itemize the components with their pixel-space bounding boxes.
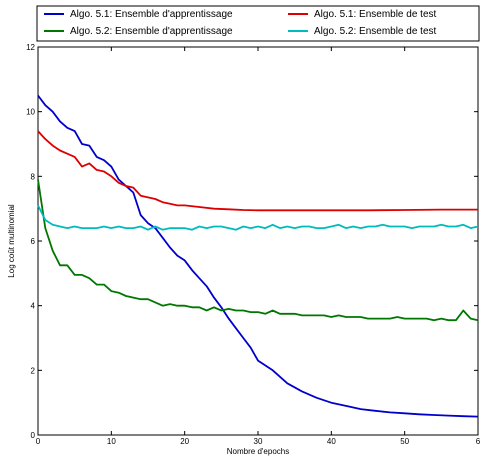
y-tick-label: 6 (31, 237, 36, 246)
series-line-1 (37, 94, 479, 418)
y-tick-label: 2 (31, 366, 36, 375)
legend-label-1: Algo. 5.1: Ensemble d'apprentissage (70, 9, 233, 20)
y-axis-label: Log coût multinomial (7, 204, 16, 278)
y-tick-label: 4 (31, 302, 36, 311)
x-tick-label: 50 (400, 437, 409, 446)
y-tick-label: 10 (26, 108, 35, 117)
x-tick-label: 10 (107, 437, 116, 446)
y-tick-label: 12 (26, 43, 35, 52)
series-line-4 (37, 204, 479, 231)
series-layer (37, 94, 479, 418)
legend: Algo. 5.1: Ensemble d'apprentissage Algo.… (36, 5, 480, 42)
legend-label-2: Algo. 5.1: Ensemble de test (314, 9, 437, 20)
x-tick-label: 40 (327, 437, 336, 446)
y-tick-label: 8 (31, 172, 36, 181)
x-tick-label: 30 (254, 437, 263, 446)
plot-area-frame (37, 46, 479, 436)
x-tick-label: 20 (180, 437, 189, 446)
x-axis-label: Nombre d'epochs (227, 447, 289, 456)
series-line-3 (37, 179, 479, 322)
legend-label-4: Algo. 5.2: Ensemble de test (314, 26, 437, 37)
x-tick-label: 6 (476, 437, 481, 446)
y-tick-label: 0 (31, 431, 36, 440)
series-line-2 (37, 130, 478, 212)
legend-box (36, 5, 480, 42)
legend-label-3: Algo. 5.2: Ensemble d'apprentissage (70, 26, 233, 37)
x-tick-label: 0 (36, 437, 41, 446)
